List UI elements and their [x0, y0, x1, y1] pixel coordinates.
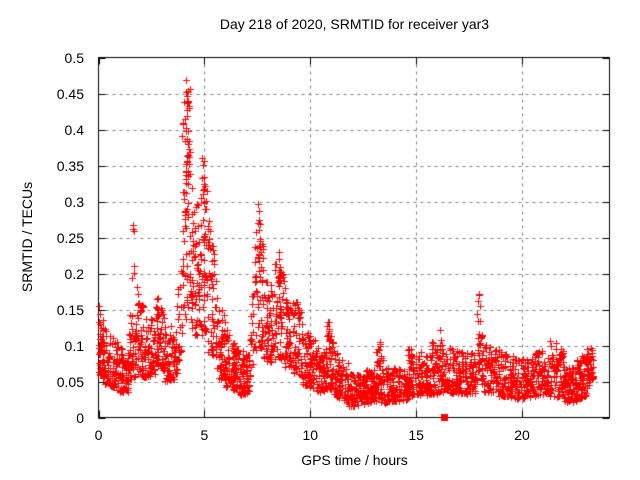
y-tick-label: 0.4: [64, 121, 84, 138]
y-tick-label: 0.05: [56, 373, 84, 390]
y-tick-label: 0.3: [64, 193, 84, 210]
y-tick-label: 0.1: [64, 337, 84, 354]
y-tick-label: 0.5: [64, 49, 84, 66]
x-tick-label: 0: [94, 427, 103, 443]
x-tick-label: 20: [514, 427, 530, 443]
y-tick-label: 0.2: [64, 265, 84, 282]
y-tick-label: 0.35: [56, 157, 84, 174]
x-axis-label: GPS time / hours: [301, 452, 408, 468]
x-tick-label: 5: [200, 427, 209, 443]
y-tick-label: 0.25: [56, 229, 84, 246]
y-tick-label: 0.15: [56, 301, 84, 318]
chart-title: Day 218 of 2020, SRMTID for receiver yar…: [219, 16, 490, 32]
y-tick-label: 0: [76, 409, 84, 426]
y-tick-label: 0.45: [56, 85, 84, 102]
x-tick-label: 10: [302, 427, 319, 443]
x-tick-label: 15: [408, 427, 424, 443]
